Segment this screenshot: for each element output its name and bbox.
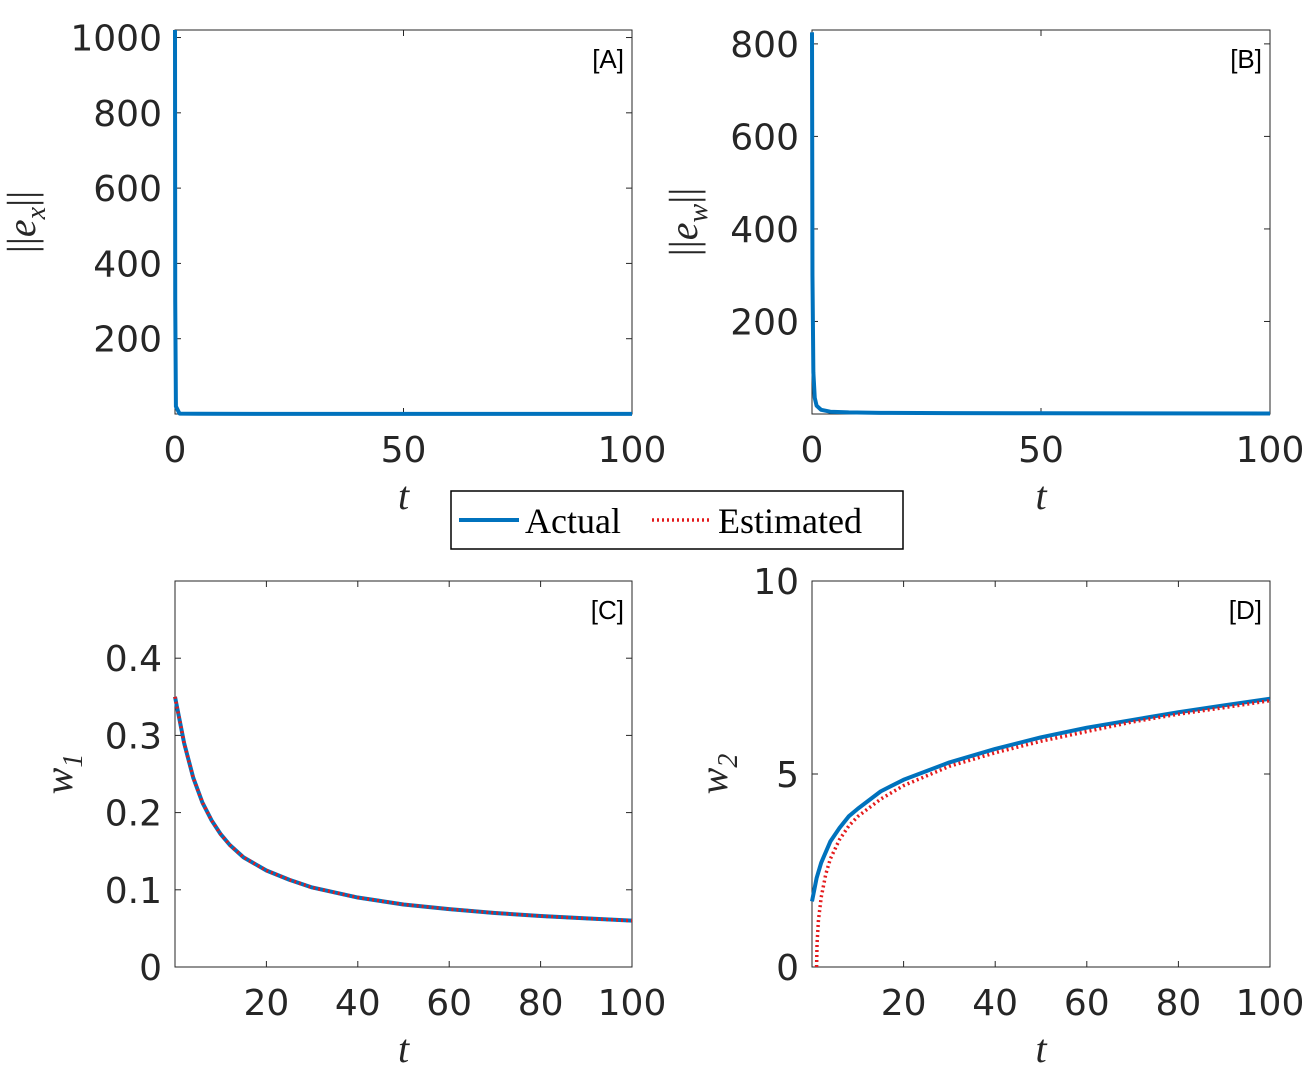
x-tick-label: 0: [164, 430, 187, 471]
y-axis-label-bar: ||: [0, 237, 44, 253]
x-axis-label: t: [1035, 1026, 1047, 1071]
y-axis-label-sub: 2: [713, 754, 744, 768]
x-tick-label: 60: [1064, 983, 1110, 1024]
legend-label-estimated: Estimated: [718, 501, 862, 541]
panel-label: [D]: [1229, 595, 1262, 625]
y-tick-label: 200: [93, 320, 162, 361]
x-axis-label: t: [1035, 473, 1047, 518]
x-tick-label: 100: [598, 983, 667, 1024]
x-tick-label: 0: [801, 430, 824, 471]
y-axis-label-var: w: [36, 767, 81, 794]
y-tick-label: 0.3: [105, 716, 162, 757]
y-tick-label: 800: [730, 25, 799, 66]
y-tick-label: 600: [93, 169, 162, 210]
x-tick-label: 40: [972, 983, 1018, 1024]
series-line-actual: [173, 29, 632, 416]
x-tick-label: 50: [1018, 430, 1064, 471]
y-axis-label-var: e: [661, 222, 706, 240]
plot-area: [174, 29, 633, 415]
y-axis-label-sub: 1: [58, 754, 89, 768]
y-tick-label: 800: [93, 94, 162, 135]
y-axis-label-var: e: [0, 219, 44, 237]
series-line-actual: [810, 32, 1271, 416]
plot-area: [811, 29, 1271, 415]
series-line-estimated: [173, 696, 633, 923]
x-tick-label: 100: [1236, 983, 1305, 1024]
x-tick-label: 20: [881, 983, 927, 1024]
plot-area: [174, 580, 633, 968]
series-line-actual: [810, 696, 1271, 902]
y-axis-label-bar: ||: [661, 240, 706, 256]
x-tick-label: 40: [335, 983, 381, 1024]
y-axis-label-bar: ||: [661, 188, 706, 204]
y-tick-label: 0: [139, 948, 162, 989]
y-tick-label: 0.1: [105, 871, 162, 912]
x-tick-label: 100: [598, 430, 667, 471]
y-axis-label-bar: ||: [0, 191, 44, 207]
x-axis-label: t: [398, 1026, 410, 1071]
y-tick-label: 10: [753, 562, 799, 603]
x-tick-label: 60: [426, 983, 472, 1024]
y-tick-label: 5: [776, 755, 799, 796]
y-axis-label: w2: [691, 754, 744, 795]
panel-4: 20 40 60 80 100 0 5 10 [D] t w2: [691, 562, 1304, 1071]
legend-label-actual: Actual: [525, 501, 621, 541]
y-axis-label-var: w: [691, 767, 736, 794]
y-axis-label-sub: x: [21, 206, 52, 220]
y-axis-label: w1: [36, 754, 89, 795]
y-tick-label: 400: [93, 244, 162, 285]
y-tick-label: 400: [730, 210, 799, 251]
x-tick-label: 100: [1236, 430, 1305, 471]
x-tick-label: 50: [381, 430, 427, 471]
x-tick-label: 80: [518, 983, 564, 1024]
y-axis-label: ||ex||: [0, 191, 52, 253]
y-tick-label: 0: [776, 948, 799, 989]
panel-label: [C]: [591, 595, 624, 625]
y-tick-label: 0.4: [105, 639, 162, 680]
y-axis-label-sub: w: [683, 203, 714, 222]
panel-label: [A]: [592, 44, 624, 74]
y-tick-label: 0.2: [105, 794, 162, 835]
x-axis-label: t: [398, 473, 410, 518]
legend: Actual Estimated: [450, 490, 904, 550]
x-tick-label: 20: [243, 983, 289, 1024]
panel-3: 20 40 60 80 100 0 0.1 0.2 0.3 0.4 [C] t w1: [36, 580, 667, 1071]
y-tick-label: 1000: [70, 19, 162, 60]
panel-label: [B]: [1230, 44, 1262, 74]
x-tick-label: 80: [1155, 983, 1201, 1024]
plot-area: [811, 580, 1271, 968]
y-axis-label: ||ew||: [661, 188, 714, 256]
y-tick-label: 600: [730, 117, 799, 158]
y-tick-label: 200: [730, 302, 799, 343]
